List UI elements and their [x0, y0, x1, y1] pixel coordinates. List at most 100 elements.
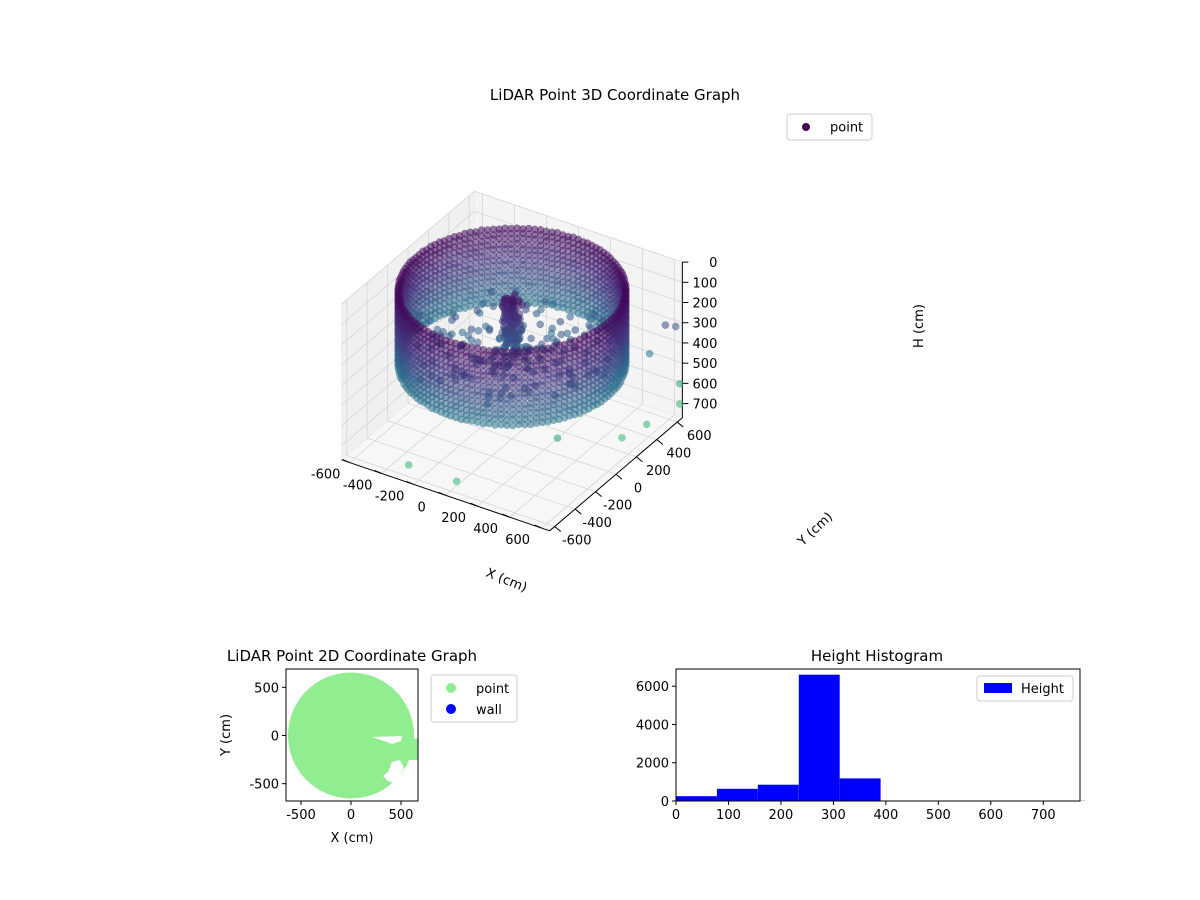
grid-line-y [346, 455, 555, 527]
legend-label-point: point [830, 121, 863, 136]
histogram-frame [675, 668, 1081, 802]
lidar-point [515, 335, 523, 344]
gap-region [383, 760, 404, 784]
grid-line-h [341, 190, 475, 305]
lidar-point [415, 311, 424, 320]
lidar-point [556, 317, 565, 326]
h-tick-label: 500 [693, 357, 718, 372]
lidar-point [448, 316, 456, 325]
chart-3d-title: LiDAR Point 3D Coordinate Graph [490, 86, 740, 104]
y-tick-label: 4000 [636, 718, 669, 733]
x-tick-label: 400 [473, 522, 498, 537]
legend-marker-point [802, 123, 810, 131]
x-tick-label: -500 [286, 808, 316, 823]
lidar-point [485, 326, 494, 335]
x-tick-label: 400 [873, 808, 898, 823]
legend-box [786, 113, 873, 141]
y-tick [656, 439, 664, 445]
x-tick [438, 491, 446, 496]
chart-3d: LiDAR Point 3D Coordinate Graph -600-400… [311, 86, 927, 596]
lidar-point [549, 299, 558, 308]
x-tick-label: 500 [926, 808, 951, 823]
h-tick-label: 300 [693, 317, 718, 332]
legend-box [976, 675, 1074, 702]
lidar-point [487, 288, 496, 296]
lidar-point [675, 400, 684, 408]
point-cloud-disc [288, 672, 414, 799]
x-tick [470, 502, 478, 507]
lidar-point [425, 317, 433, 325]
grid-line-y [387, 420, 596, 493]
x-tick-label: 0 [347, 808, 355, 823]
legend-marker-wall [446, 704, 456, 714]
lidar-point [532, 309, 541, 318]
lidar-point [571, 326, 580, 334]
h-tick-label: 700 [693, 398, 718, 413]
lidar-point [536, 320, 545, 329]
lidar-point [642, 420, 651, 429]
lidar-point [557, 330, 566, 339]
histogram-bar [757, 784, 799, 801]
lidar-point [675, 379, 684, 388]
lidar-point [553, 434, 562, 443]
lidar-point [511, 314, 519, 322]
legend-marker-height [984, 683, 1012, 693]
chart-3d-x-label: X (cm) [484, 566, 529, 596]
y-tick [636, 456, 643, 463]
x-tick-label: 600 [505, 533, 530, 548]
y-tick [595, 491, 602, 498]
h-tick-label: 400 [693, 337, 718, 352]
chart-2d-y-label: Y (cm) [219, 714, 234, 757]
y-tick-label: 0 [661, 795, 669, 810]
lidar-point [541, 297, 550, 306]
histogram-ticks: 0 100 200 300 400 500 600 700 0 2000 4000 6000 [636, 680, 1056, 823]
point-cloud-edge [402, 738, 418, 760]
lidar-point [503, 338, 512, 346]
lidar-point [509, 340, 518, 349]
lidar-point [645, 349, 654, 358]
chart-2d-title: LiDAR Point 2D Coordinate Graph [227, 647, 477, 665]
chart-3d-points [394, 224, 684, 486]
lidar-point [671, 322, 680, 331]
lidar-point [566, 312, 575, 321]
chart-2d-plot-area [288, 672, 418, 799]
x-tick-label: 200 [769, 808, 794, 823]
y-tick-label: 400 [666, 446, 691, 461]
chart-2d-legend: point wall [430, 674, 518, 723]
x-tick-label: -400 [343, 478, 373, 493]
y-tick-label: 6000 [636, 680, 669, 695]
x-tick-label: 200 [441, 511, 466, 526]
y-tick [676, 421, 684, 428]
histogram-legend: Height [976, 675, 1074, 702]
lidar-point [505, 326, 513, 335]
chart-3d-legend: point [786, 113, 873, 141]
h-tick-label: 100 [693, 276, 718, 291]
chart-2d-ticks: -500 0 500 -500 0 500 [249, 681, 413, 823]
lidar-point [467, 325, 476, 334]
y-tick-label: 500 [254, 681, 279, 696]
lidar-point [499, 298, 507, 307]
legend-label-wall: wall [476, 703, 502, 718]
x-tick-label: 100 [716, 808, 741, 823]
lidar-point [661, 321, 670, 329]
histogram-bar [798, 674, 840, 801]
histogram-bar [716, 788, 758, 801]
x-tick [534, 524, 542, 529]
chart-3d-z-label: H (cm) [912, 304, 927, 348]
lidar-point [404, 461, 413, 469]
histogram-title: Height Histogram [811, 647, 943, 665]
x-tick-label: -600 [311, 468, 341, 483]
lidar-point [585, 321, 593, 330]
histogram-bar [839, 778, 881, 801]
x-tick-label: 600 [978, 808, 1003, 823]
y-tick-label: -200 [603, 499, 633, 514]
y-tick-label: 600 [687, 429, 712, 444]
lidar-point [509, 298, 517, 306]
gap-region [372, 736, 402, 744]
legend-label-point: point [476, 682, 509, 697]
chart-2d-x-label: X (cm) [331, 831, 374, 846]
x-tick-label: 300 [821, 808, 846, 823]
h-tick-label: 200 [693, 297, 718, 312]
